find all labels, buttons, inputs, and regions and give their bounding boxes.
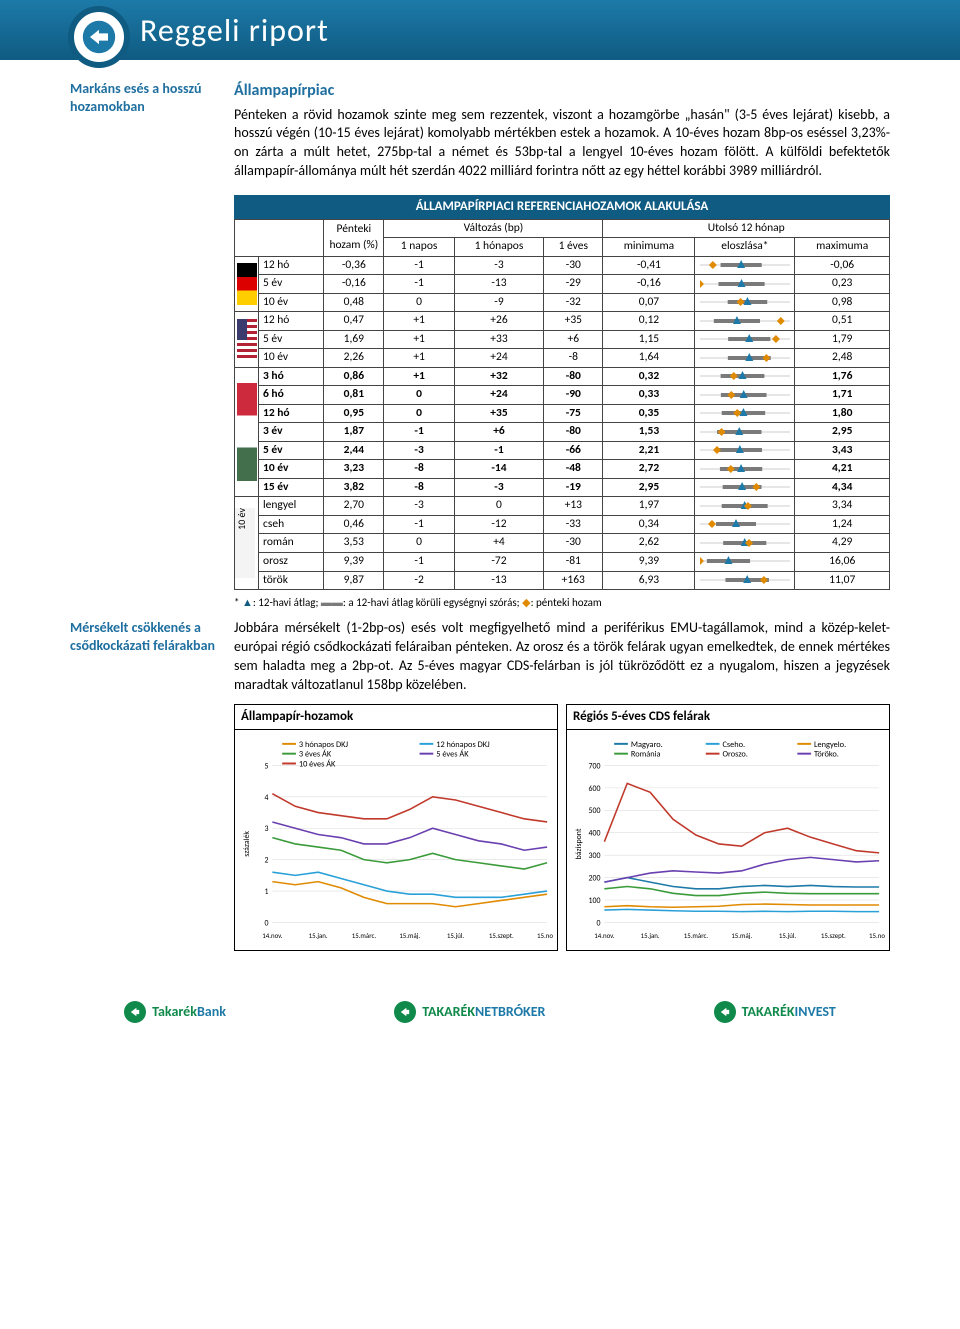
svg-text:Lengyelo.: Lengyelo. (814, 740, 846, 750)
table-row: török9,87-2-13+1636,93 11,07 (235, 571, 890, 590)
table-row: 10 év3,23-8-14-482,72 4,21 (235, 460, 890, 479)
svg-text:1: 1 (264, 888, 268, 897)
section-title: Állampapírpiac (234, 80, 890, 102)
svg-text:400: 400 (589, 830, 601, 839)
table-row: orosz9,39-1-72-819,39 16,06 (235, 552, 890, 571)
svg-text:15.szept.: 15.szept. (489, 931, 514, 940)
table-row: 10 év2,26+1+24-81,64 2,48 (235, 349, 890, 368)
svg-text:Románia: Románia (631, 750, 661, 760)
paragraph-2: Jobbára mérsékelt (1-2bp-os) esés volt m… (234, 619, 890, 695)
svg-text:200: 200 (589, 874, 601, 883)
svg-text:0: 0 (596, 919, 600, 928)
svg-text:600: 600 (589, 785, 601, 794)
table-row: 5 év1,69+1+33+61,15 1,79 (235, 330, 890, 349)
table-row: 6 hó0,810+24-900,33 1,71 (235, 386, 890, 405)
bar-icon: ▬▬ (321, 596, 343, 609)
svg-text:15.márc.: 15.márc. (684, 931, 709, 940)
flag-cell (235, 256, 259, 312)
footer-arrow-icon (394, 1001, 416, 1023)
table-row: 3 hó0,86+1+32-800,32 1,76 (235, 367, 890, 386)
svg-text:Magyaro.: Magyaro. (631, 740, 663, 750)
svg-text:3 éves ÁK: 3 éves ÁK (299, 750, 332, 760)
svg-text:15.nov.: 15.nov. (869, 931, 885, 940)
svg-text:5 éves ÁK: 5 éves ÁK (436, 750, 469, 760)
table-row: 10 évlengyel2,70-30+131,97 3,34 (235, 497, 890, 516)
svg-text:15.máj.: 15.máj. (399, 931, 420, 940)
side-note-2: Mérsékelt csökkenés a csődkockázati felá… (70, 619, 220, 951)
header-ribbon: Reggeli riport (0, 0, 960, 60)
svg-text:százalék: százalék (243, 831, 252, 857)
table-row: 3 év1,87-1+6-801,53 2,95 (235, 423, 890, 442)
svg-text:15.márc.: 15.márc. (352, 931, 377, 940)
footer-logo: TakarékBank (124, 1001, 226, 1023)
svg-text:Töröko.: Töröko. (814, 750, 839, 760)
svg-text:5: 5 (264, 762, 268, 771)
svg-text:15.máj.: 15.máj. (731, 931, 752, 940)
header-logo-icon (68, 6, 130, 68)
svg-text:0: 0 (264, 919, 268, 928)
svg-text:14.nov.: 14.nov. (262, 931, 282, 940)
svg-text:12 hónapos DKJ: 12 hónapos DKJ (436, 740, 490, 750)
svg-text:Oroszo.: Oroszo. (722, 750, 747, 760)
chart-right-title: Régiós 5-éves CDS felárak (567, 705, 889, 730)
table-row: cseh0,46-1-12-330,34 1,24 (235, 515, 890, 534)
svg-text:15.jan.: 15.jan. (641, 931, 660, 940)
footer-logo: TAKARÉKINVEST (714, 1001, 836, 1023)
flag-cell (235, 312, 259, 368)
svg-text:100: 100 (589, 897, 601, 906)
svg-text:2: 2 (264, 857, 268, 866)
table-row: 12 hó0,47+1+26+350,12 0,51 (235, 312, 890, 331)
yields-chart: Állampapír-hozamok 0 1 2 3 4 5 százalék 14.nov.… (234, 704, 558, 951)
triangle-icon: ▲ (242, 596, 253, 609)
svg-text:3 hónapos DKJ: 3 hónapos DKJ (299, 740, 349, 750)
svg-text:15.júl.: 15.júl. (779, 931, 797, 940)
flag-cell (235, 367, 259, 497)
svg-text:3: 3 (264, 825, 268, 834)
table-row: 10 év0,480-9-320,07 0,98 (235, 293, 890, 312)
table-row: 12 hó0,950+35-750,35 1,80 (235, 404, 890, 423)
svg-text:15.nov.: 15.nov. (537, 931, 553, 940)
paragraph-1: Pénteken a rövid hozamok szinte meg sem … (234, 106, 890, 182)
table-row: román3,530+4-302,62 4,29 (235, 534, 890, 553)
table-title: ÁLLAMPAPÍRPIACI REFERENCIAHOZAMOK ALAKUL… (234, 195, 890, 219)
svg-text:500: 500 (589, 807, 601, 816)
table-row: 5 év2,44-3-1-662,21 3,43 (235, 441, 890, 460)
flag-cell: 10 év (235, 497, 259, 590)
cds-chart: Régiós 5-éves CDS felárak 0 100 200 300 400 5… (566, 704, 890, 951)
side-note-1: Markáns esés a hosszú hozamokban (70, 80, 220, 611)
table-row: 5 év-0,16-1-13-29-0,16 0,23 (235, 275, 890, 294)
reference-table: ÁLLAMPAPÍRPIACI REFERENCIAHOZAMOK ALAKUL… (234, 195, 890, 590)
table-row: 15 év3,82-8-3-192,95 4,34 (235, 478, 890, 497)
page-title: Reggeli riport (140, 11, 329, 50)
svg-text:bázispont: bázispont (575, 828, 584, 859)
table-row: 12 hó-0,36-1-3-30-0,41 -0,06 (235, 256, 890, 275)
svg-text:15.jan.: 15.jan. (309, 931, 328, 940)
svg-text:300: 300 (589, 852, 601, 861)
footer-arrow-icon (714, 1001, 736, 1023)
chart-left-title: Állampapír-hozamok (235, 705, 557, 730)
footer-logo: TAKARÉKNETBRÓKER (394, 1001, 545, 1023)
svg-text:Cseho.: Cseho. (722, 740, 745, 750)
footer: TakarékBank TAKARÉKNETBRÓKER TAKARÉKINVEST (0, 991, 960, 1033)
svg-text:15.szept.: 15.szept. (821, 931, 846, 940)
footer-arrow-icon (124, 1001, 146, 1023)
table-footnote: * ▲: 12-havi átlag; ▬▬: a 12-havi átlag … (234, 596, 890, 611)
diamond-icon: ◆ (522, 596, 530, 609)
svg-text:15.júl.: 15.júl. (447, 931, 465, 940)
svg-text:700: 700 (589, 762, 601, 771)
svg-text:10 éves ÁK: 10 éves ÁK (299, 759, 336, 769)
svg-text:4: 4 (264, 794, 268, 803)
svg-text:14.nov.: 14.nov. (594, 931, 614, 940)
